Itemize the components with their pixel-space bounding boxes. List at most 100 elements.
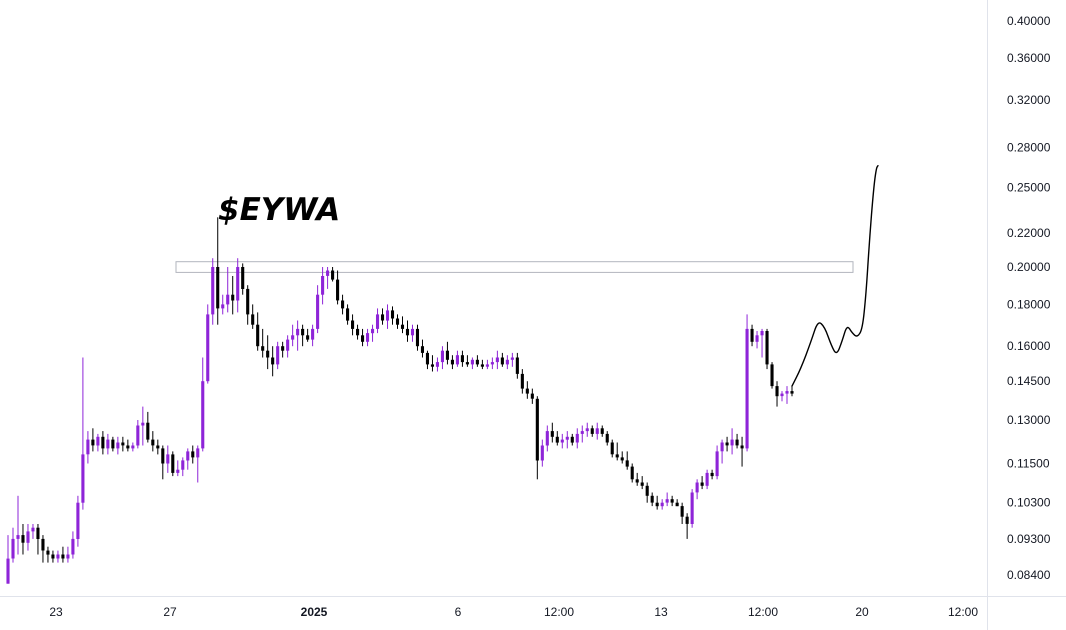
candle bbox=[705, 469, 709, 490]
candle-body bbox=[780, 393, 784, 397]
candle bbox=[46, 546, 50, 563]
candle bbox=[500, 352, 504, 367]
candle bbox=[176, 460, 180, 477]
candle bbox=[785, 386, 789, 404]
candle-body bbox=[750, 328, 754, 342]
candle bbox=[560, 433, 564, 449]
candle-body bbox=[331, 270, 335, 280]
candle-body bbox=[356, 328, 360, 336]
candle bbox=[775, 381, 779, 407]
candle-body bbox=[565, 436, 569, 440]
candle bbox=[321, 267, 325, 305]
candle bbox=[490, 357, 494, 370]
y-tick-label: 0.32000 bbox=[1007, 93, 1051, 107]
y-tick-label: 0.20000 bbox=[1007, 260, 1051, 274]
candle-body bbox=[700, 482, 704, 486]
candle-body bbox=[400, 324, 405, 329]
candle-body bbox=[640, 482, 644, 486]
candle-body bbox=[41, 538, 45, 551]
candle bbox=[306, 328, 310, 342]
candle-body bbox=[116, 442, 120, 449]
candle bbox=[236, 258, 240, 313]
candle-body bbox=[211, 267, 215, 315]
candle-body bbox=[465, 362, 469, 365]
candle bbox=[385, 304, 390, 329]
candle bbox=[615, 442, 619, 461]
y-tick-label: 0.14500 bbox=[1007, 374, 1051, 388]
candle bbox=[141, 406, 145, 446]
candle bbox=[440, 346, 444, 370]
candle bbox=[21, 524, 25, 555]
candle bbox=[361, 328, 365, 347]
candle-body bbox=[665, 499, 669, 503]
candle-body bbox=[415, 328, 420, 347]
y-tick-label: 0.22000 bbox=[1007, 226, 1051, 240]
candle bbox=[470, 357, 474, 370]
candle-body bbox=[131, 445, 135, 449]
candle bbox=[685, 513, 689, 539]
candle bbox=[550, 422, 554, 443]
candle bbox=[675, 499, 679, 507]
candle bbox=[565, 431, 569, 449]
candle bbox=[41, 535, 45, 563]
candle-body bbox=[306, 335, 310, 340]
candle bbox=[665, 492, 669, 507]
candle bbox=[51, 550, 55, 563]
candle bbox=[425, 350, 430, 370]
candle bbox=[700, 476, 704, 490]
candle bbox=[136, 420, 140, 449]
candle-body bbox=[610, 442, 614, 455]
candle bbox=[281, 341, 285, 358]
y-tick-label: 0.08400 bbox=[1007, 568, 1051, 582]
candle bbox=[580, 425, 584, 443]
candle-body bbox=[171, 454, 175, 473]
candle bbox=[326, 267, 330, 289]
candle-body bbox=[520, 373, 524, 389]
candle bbox=[670, 495, 674, 507]
candle bbox=[256, 312, 260, 351]
candle bbox=[36, 524, 40, 555]
candle bbox=[760, 328, 764, 358]
candle-body bbox=[286, 339, 290, 351]
chart-title: $EYWA bbox=[218, 192, 340, 228]
candle-body bbox=[36, 527, 40, 539]
candle bbox=[605, 431, 609, 446]
candle-body bbox=[590, 428, 594, 434]
y-tick-label: 0.25000 bbox=[1007, 181, 1051, 195]
candle bbox=[276, 341, 280, 370]
candle bbox=[16, 495, 20, 555]
candle bbox=[590, 425, 594, 437]
candle-body bbox=[695, 482, 699, 493]
candle bbox=[415, 324, 420, 351]
candle bbox=[595, 422, 599, 440]
candle bbox=[301, 324, 305, 347]
candle bbox=[216, 217, 220, 325]
candle-body bbox=[770, 364, 774, 387]
candle-body bbox=[141, 422, 145, 426]
resistance-zone-box bbox=[175, 261, 854, 273]
candle-body bbox=[575, 433, 579, 443]
candle-body bbox=[236, 267, 240, 301]
candle-body bbox=[755, 335, 759, 342]
candle bbox=[695, 479, 699, 500]
candle-body bbox=[336, 279, 340, 301]
candle bbox=[655, 495, 659, 510]
candle-body bbox=[690, 492, 694, 524]
candle bbox=[610, 439, 614, 458]
candle bbox=[395, 314, 400, 329]
candle-body bbox=[266, 350, 270, 358]
candle bbox=[196, 445, 200, 483]
x-tick-label: 27 bbox=[163, 605, 177, 619]
candle-body bbox=[735, 439, 739, 446]
candle-body bbox=[296, 328, 300, 336]
x-axis[interactable]: 23 27 2025 6 12:00 13 12:00 20 12:00 bbox=[49, 605, 978, 619]
candle bbox=[630, 463, 634, 483]
candle-body bbox=[276, 346, 280, 365]
x-tick-label: 20 bbox=[855, 605, 869, 619]
candle bbox=[380, 308, 385, 325]
candle-body bbox=[341, 300, 345, 309]
candle bbox=[56, 550, 60, 563]
candle-body bbox=[515, 357, 519, 374]
y-axis[interactable]: 0.40000 0.36000 0.32000 0.28000 0.25000 0.220… bbox=[1007, 14, 1051, 582]
candle-body bbox=[455, 355, 459, 365]
